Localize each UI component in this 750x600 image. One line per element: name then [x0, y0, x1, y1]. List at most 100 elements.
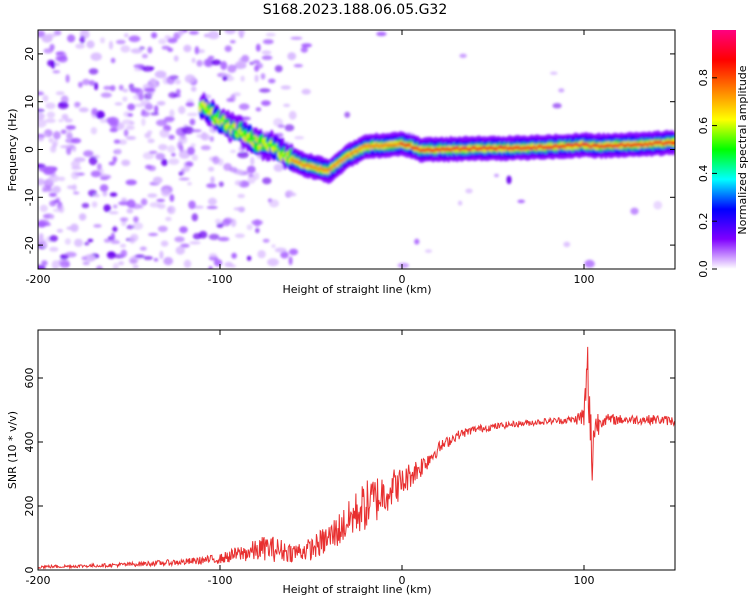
heatmap-blob [108, 40, 114, 50]
heatmap-blob [209, 253, 217, 258]
heatmap-blob [494, 173, 499, 178]
heatmap-blob [168, 134, 175, 140]
heatmap-blob [254, 74, 259, 83]
heatmap-blob [230, 149, 237, 154]
heatmap-blob [103, 238, 111, 243]
heatmap-blob [175, 79, 181, 85]
colorbar-tick-label: 0.4 [697, 165, 710, 183]
heatmap-blob [49, 214, 55, 220]
heatmap-blob [65, 125, 76, 130]
heatmap-blob [169, 109, 175, 118]
heatmap-blob [118, 84, 124, 91]
heatmap-blob [88, 68, 99, 75]
heatmap-blob [154, 70, 167, 79]
heatmap-blob [130, 233, 139, 242]
x-tick-label: -100 [208, 273, 233, 286]
heatmap-blob [123, 33, 129, 38]
heatmap-blob [127, 103, 136, 111]
heatmap-blob [154, 105, 159, 114]
heatmap-blob [66, 129, 72, 139]
heatmap-blob [163, 257, 174, 266]
heatmap-blob [255, 107, 262, 112]
heatmap-blob [133, 216, 139, 223]
y-tick-label: 200 [23, 496, 36, 517]
heatmap-blob [155, 119, 168, 127]
heatmap-blob [268, 199, 280, 208]
heatmap-blob [114, 102, 123, 106]
heatmap-blob [158, 144, 168, 151]
heatmap-blob [38, 178, 45, 186]
heatmap-blob [209, 136, 214, 142]
heatmap-blob [166, 75, 175, 85]
heatmap-blob [55, 91, 65, 96]
heatmap-blob [241, 54, 250, 63]
heatmap-blob [71, 145, 77, 152]
heatmap-blob [99, 184, 109, 192]
heatmap-blob [190, 86, 197, 92]
heatmap-blob [48, 174, 60, 183]
heatmap-blob [230, 94, 236, 103]
heatmap-blob [59, 55, 67, 60]
heatmap-blob [125, 179, 137, 186]
heatmap-blob [41, 260, 48, 266]
heatmap-blob [60, 129, 67, 135]
heatmap-blob [38, 136, 44, 142]
heatmap-blob [237, 193, 245, 199]
y-tick-label: 10 [23, 95, 36, 109]
heatmap-blob [164, 116, 175, 122]
heatmap-blob [233, 207, 245, 211]
heatmap-blob [156, 198, 165, 203]
heatmap-blob [118, 261, 125, 266]
heatmap-blob [74, 238, 83, 247]
heatmap-blob [153, 80, 158, 89]
heatmap-blob [247, 175, 256, 184]
heatmap-blob [152, 176, 163, 184]
heatmap-blob [75, 43, 85, 49]
heatmap-blob [235, 61, 247, 69]
heatmap-blob [173, 55, 179, 62]
heatmap-blob [187, 146, 195, 156]
heatmap-blob [121, 159, 131, 166]
heatmap-blob [42, 188, 54, 192]
heatmap-blob [240, 75, 245, 82]
heatmap-blob [196, 133, 204, 138]
heatmap-blob [171, 152, 176, 157]
heatmap-blob [288, 248, 299, 256]
spectrogram-x-label: Height of straight line (km) [282, 283, 431, 296]
heatmap-blob [100, 37, 105, 44]
spectrogram-x-axis: -200 -100 0 100 [26, 30, 595, 286]
heatmap-blobs [38, 30, 675, 269]
heatmap-blob [139, 46, 145, 50]
heatmap-blob [210, 176, 215, 184]
heatmap-blob [262, 39, 274, 45]
heatmap-blob [120, 45, 131, 53]
heatmap-blob [82, 78, 90, 86]
heatmap-blob [119, 217, 129, 222]
heatmap-blob [66, 185, 77, 190]
heatmap-blob [156, 101, 166, 106]
heatmap-blob [64, 251, 77, 258]
ridge-blob [670, 140, 675, 146]
heatmap-blob [138, 94, 144, 101]
heatmap-blob [283, 103, 291, 107]
heatmap-blob [376, 31, 387, 37]
heatmap-blob [267, 258, 279, 267]
heatmap-blob [107, 116, 119, 126]
heatmap-blob [87, 238, 94, 243]
heatmap-blob [169, 194, 175, 202]
y-tick-label: 400 [23, 432, 36, 453]
heatmap-blob [143, 256, 154, 260]
heatmap-blob [271, 244, 276, 249]
heatmap-blob [465, 188, 473, 194]
heatmap-blob [109, 128, 118, 133]
heatmap-blob [191, 213, 198, 222]
heatmap-blob [274, 247, 287, 253]
heatmap-blob [207, 197, 217, 206]
x-tick-label: 100 [574, 273, 595, 286]
heatmap-blob [294, 136, 305, 140]
heatmap-blob [122, 96, 128, 102]
heatmap-blob [189, 241, 201, 245]
heatmap-blob [46, 166, 58, 173]
heatmap-blob [178, 105, 186, 115]
heatmap-blob [112, 262, 119, 269]
